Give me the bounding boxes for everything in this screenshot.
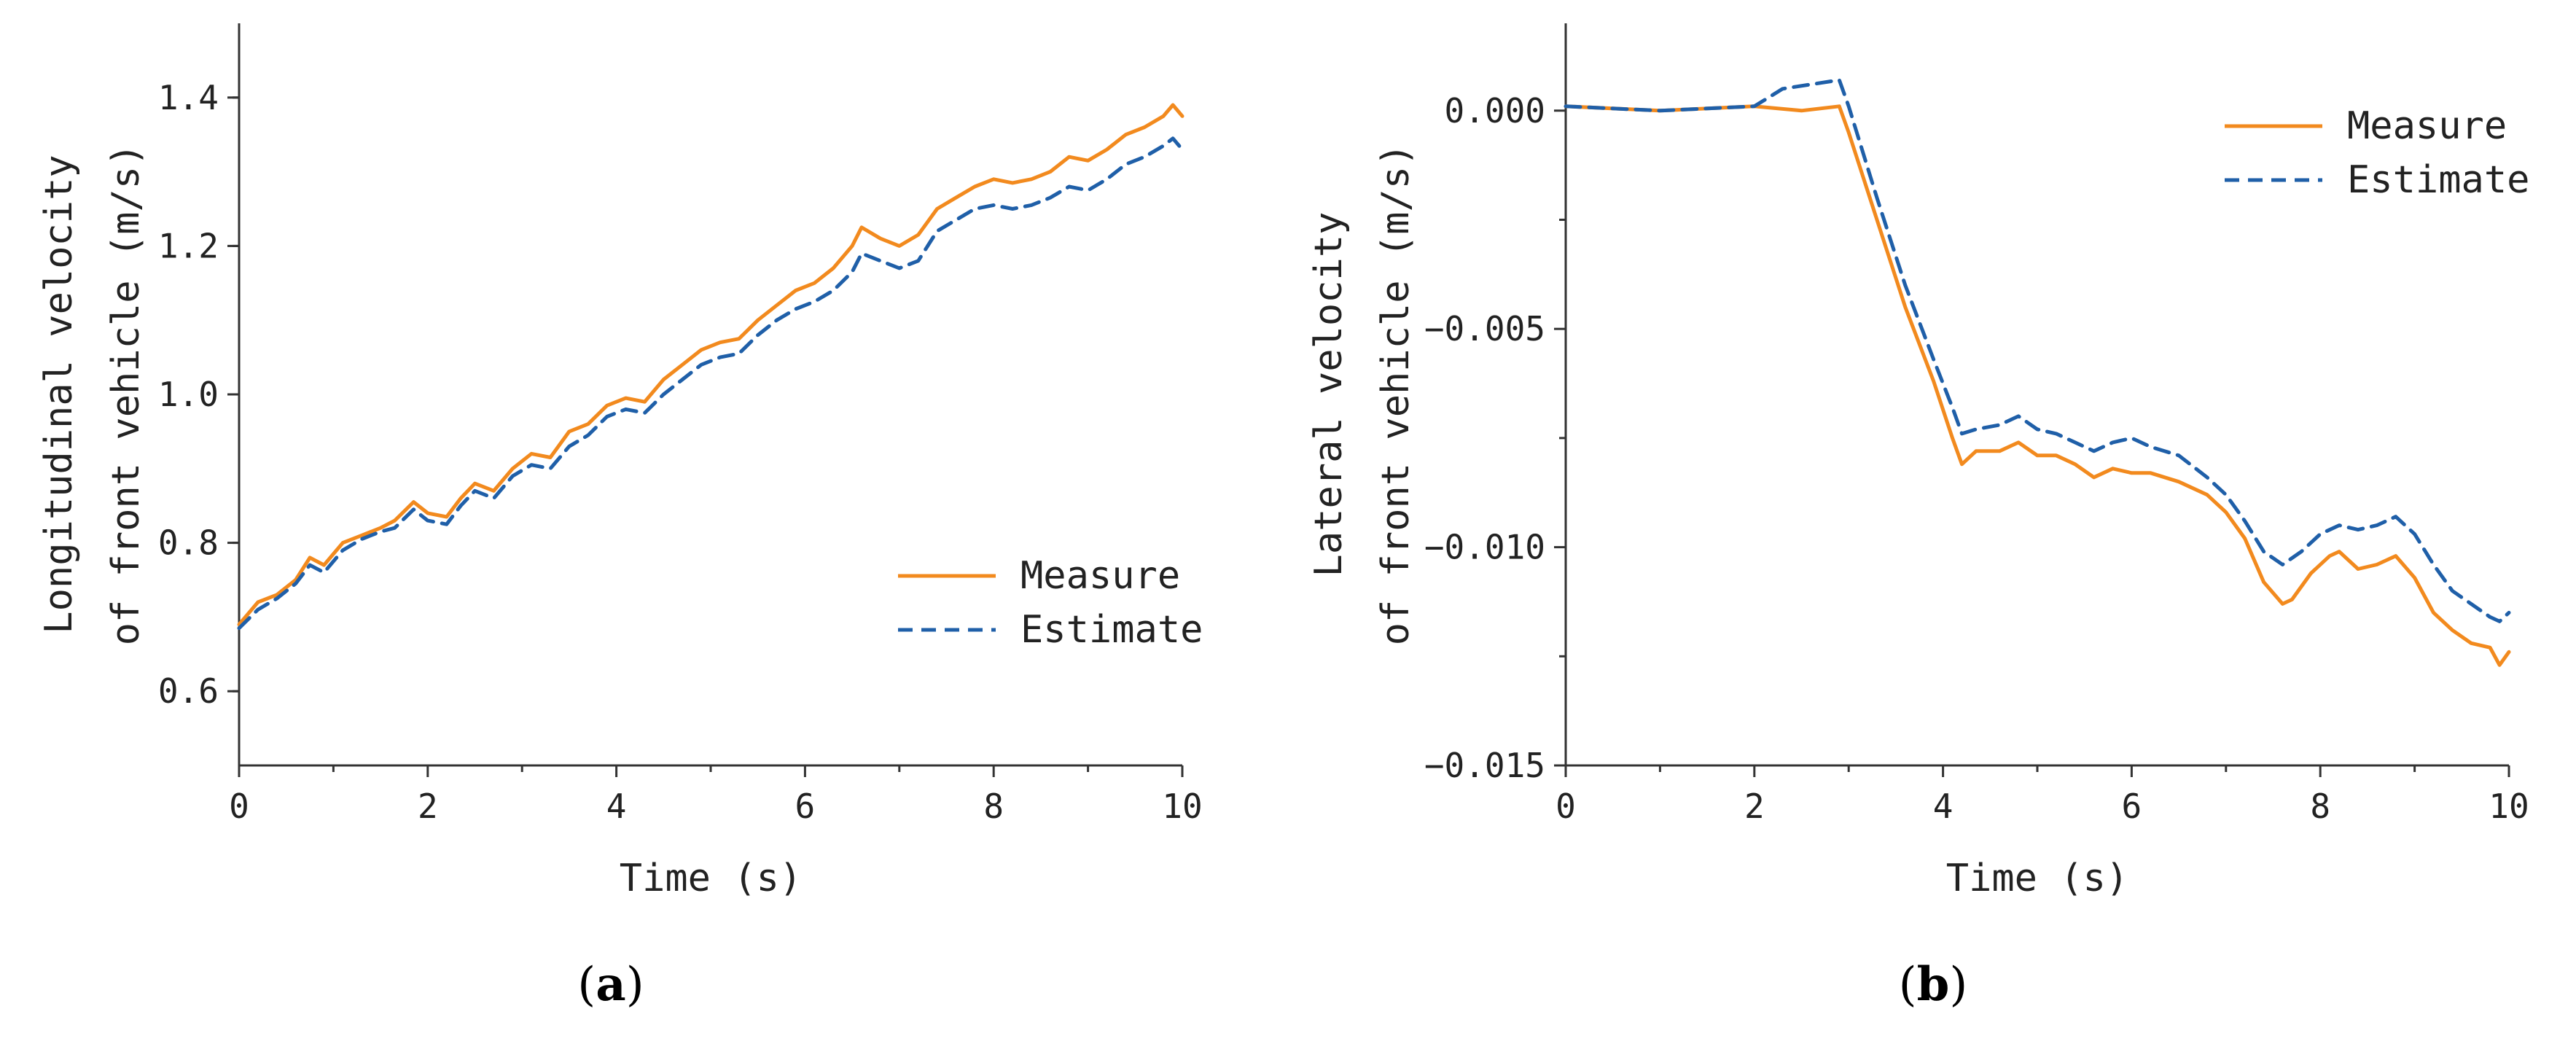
- panel-b: 0 2 4 6 8 10 0.000 −0.005 −0.010 −0.015 Time (s) La…: [1307, 23, 2529, 1012]
- y-tick-label: 0.000: [1445, 91, 1545, 130]
- x-axis-title: Time (s): [620, 857, 802, 900]
- y-tick-label: 1.0: [158, 375, 219, 414]
- x-tick-label: 2: [418, 787, 438, 826]
- x-tick-label: 4: [606, 787, 627, 826]
- x-tick-label: 6: [795, 787, 816, 826]
- x-tick-label: 8: [2310, 787, 2330, 826]
- legend-label-estimate: Estimate: [1020, 608, 1203, 652]
- legend-label-measure: Measure: [1020, 554, 1180, 598]
- panel-label: (b): [1899, 957, 1968, 1012]
- series-line-estimate: [237, 136, 1184, 631]
- x-tick-label: 4: [1933, 787, 1954, 826]
- x-tick-label: 6: [2122, 787, 2142, 826]
- x-axis-title: Time (s): [1946, 857, 2128, 900]
- panel-label: (a): [577, 957, 644, 1012]
- x-tick-label: 10: [2489, 787, 2529, 826]
- x-tick-label: 0: [229, 787, 249, 826]
- y-axis-title-line: of front vehicle (m/s): [1374, 144, 1418, 646]
- x-tick-label: 0: [1556, 787, 1576, 826]
- y-axis-title-line: Lateral velocity: [1307, 212, 1351, 577]
- y-tick-label: −0.005: [1424, 309, 1545, 348]
- x-tick-label: 10: [1162, 787, 1202, 826]
- series-line-measure: [1564, 104, 2511, 667]
- y-tick-label: −0.010: [1424, 528, 1545, 567]
- y-tick-label: 1.2: [158, 226, 219, 265]
- x-tick-label: 8: [983, 787, 1004, 826]
- y-tick-label: 0.6: [158, 671, 219, 711]
- y-tick-label: 1.4: [158, 78, 219, 117]
- x-tick-label: 2: [1744, 787, 1765, 826]
- series-line-measure: [237, 103, 1184, 627]
- legend-label-measure: Measure: [2347, 104, 2507, 148]
- y-axis-title-line: of front vehicle (m/s): [104, 144, 148, 646]
- legend-label-estimate: Estimate: [2347, 158, 2529, 202]
- y-axis-title-line: Longitudinal velocity: [37, 155, 81, 633]
- panel-a: 0 2 4 6 8 10 0.6 0.8 1.0 1.2 1.4 Time (s) Longitudin…: [37, 23, 1203, 1012]
- y-tick-label: 0.8: [158, 523, 219, 563]
- series-line-estimate: [1564, 78, 2511, 623]
- y-tick-label: −0.015: [1424, 746, 1545, 785]
